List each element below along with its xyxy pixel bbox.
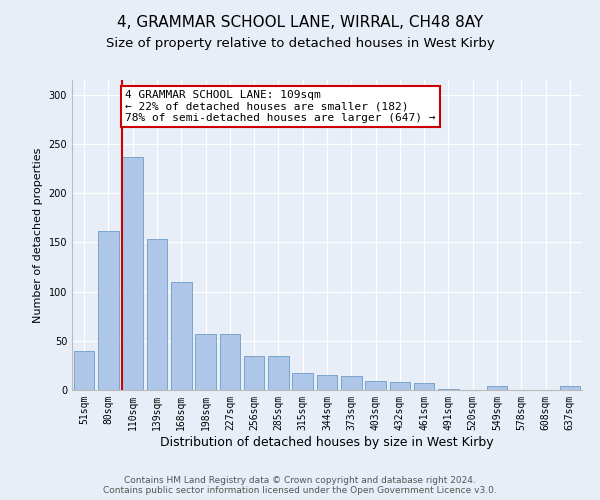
Text: Contains public sector information licensed under the Open Government Licence v3: Contains public sector information licen… — [103, 486, 497, 495]
Bar — [244, 356, 265, 390]
Text: 4, GRAMMAR SCHOOL LANE, WIRRAL, CH48 8AY: 4, GRAMMAR SCHOOL LANE, WIRRAL, CH48 8AY — [117, 15, 483, 30]
Bar — [220, 334, 240, 390]
X-axis label: Distribution of detached houses by size in West Kirby: Distribution of detached houses by size … — [160, 436, 494, 448]
Bar — [487, 386, 508, 390]
Bar — [341, 376, 362, 390]
Bar — [560, 386, 580, 390]
Bar — [268, 356, 289, 390]
Bar — [389, 382, 410, 390]
Text: Contains HM Land Registry data © Crown copyright and database right 2024.: Contains HM Land Registry data © Crown c… — [124, 476, 476, 485]
Bar — [171, 282, 191, 390]
Bar — [365, 381, 386, 390]
Y-axis label: Number of detached properties: Number of detached properties — [33, 148, 43, 322]
Text: 4 GRAMMAR SCHOOL LANE: 109sqm
← 22% of detached houses are smaller (182)
78% of : 4 GRAMMAR SCHOOL LANE: 109sqm ← 22% of d… — [125, 90, 436, 123]
Bar — [414, 383, 434, 390]
Bar — [195, 334, 216, 390]
Bar — [146, 240, 167, 390]
Bar — [317, 375, 337, 390]
Bar — [74, 350, 94, 390]
Bar — [122, 157, 143, 390]
Bar — [98, 230, 119, 390]
Bar — [438, 389, 459, 390]
Text: Size of property relative to detached houses in West Kirby: Size of property relative to detached ho… — [106, 38, 494, 51]
Bar — [292, 374, 313, 390]
